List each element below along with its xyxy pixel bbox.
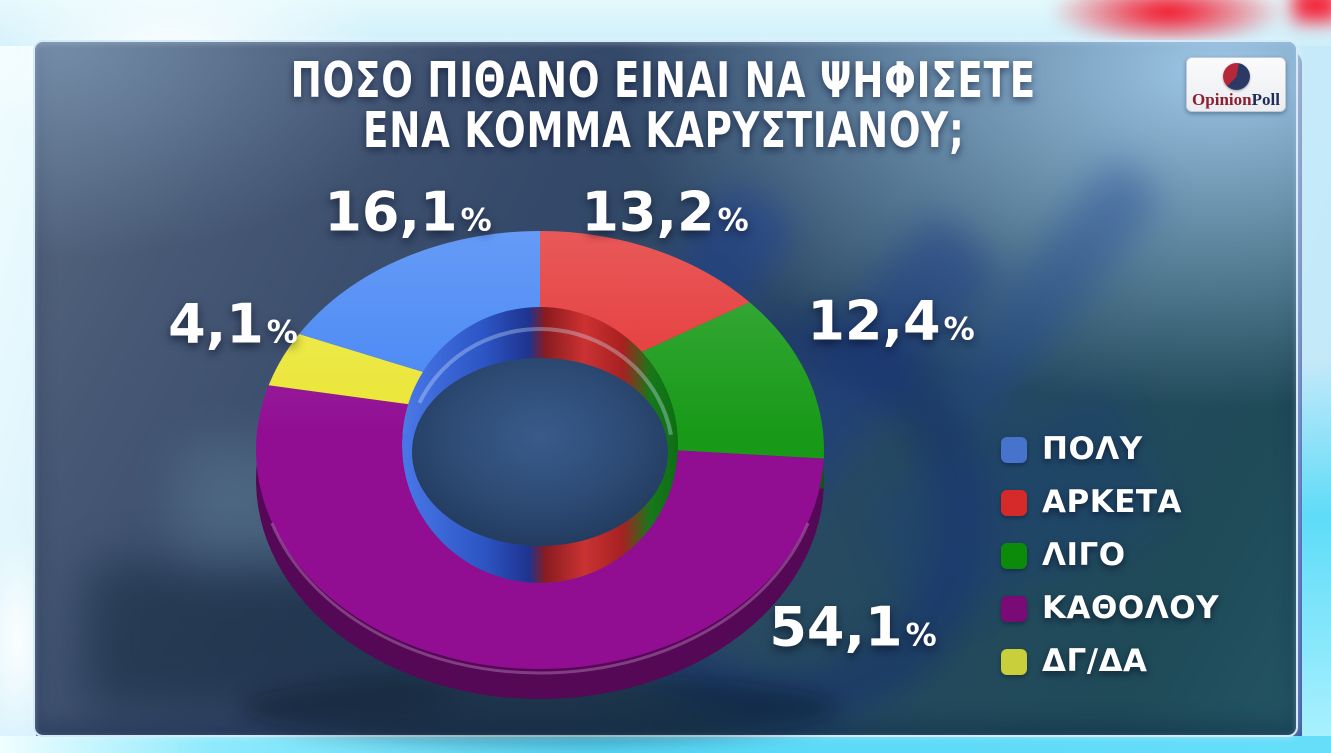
slice-value-dgda: 4,1% <box>168 292 298 356</box>
slice-value-katholou: 54,1% <box>769 595 937 659</box>
pie-chart-icon <box>1223 63 1250 90</box>
logo-text: OpinionPoll <box>1192 90 1280 109</box>
legend-item-ligo: ΛΙΓΟ <box>1001 540 1219 571</box>
background-red-shape <box>1048 0 1288 46</box>
legend-swatch-yellow <box>1001 648 1027 675</box>
background-red-corner <box>1293 0 1331 22</box>
slice-value-poly: 16,1% <box>324 180 492 244</box>
slice-value-arketa: 13,2% <box>581 180 749 244</box>
poll-question-title: ΠΟΣΟ ΠΙΘΑΝΟ ΕΙΝΑΙ ΝΑ ΨΗΦΙΣΕΤΕ ΕΝΑ ΚΟΜΜΑ … <box>33 56 1294 156</box>
background-cyan-strip-bottom <box>0 736 1331 753</box>
legend-item-poly: ΠΟΛΥ <box>1001 434 1219 465</box>
opinion-poll-logo: OpinionPoll <box>1186 57 1286 112</box>
background-cyan-strip-right <box>1298 360 1331 753</box>
legend-swatch-blue <box>1001 436 1027 463</box>
legend-swatch-purple <box>1001 595 1027 622</box>
watermark-shadow-blob <box>85 562 445 712</box>
title-line-2: ΕΝΑ ΚΟΜΜΑ ΚΑΡΥΣΤΙΑΝΟΥ; <box>362 102 965 159</box>
watermark-light-blob <box>175 442 365 562</box>
legend-item-arketa: ΑΡΚΕΤΑ <box>1001 487 1219 518</box>
legend-swatch-green <box>1001 542 1027 569</box>
chart-legend: ΠΟΛΥ ΑΡΚΕΤΑ ΛΙΓΟ ΚΑΘΟΛΟΥ ΔΓ/ΔΑ <box>1001 434 1219 699</box>
slice-value-ligo: 12,4% <box>807 289 975 353</box>
legend-item-katholou: ΚΑΘΟΛΟΥ <box>1001 593 1219 624</box>
legend-swatch-red <box>1001 489 1027 516</box>
legend-item-dgda: ΔΓ/ΔΑ <box>1001 646 1219 677</box>
title-line-1: ΠΟΣΟ ΠΙΘΑΝΟ ΕΙΝΑΙ ΝΑ ΨΗΦΙΣΕΤΕ <box>290 52 1037 109</box>
